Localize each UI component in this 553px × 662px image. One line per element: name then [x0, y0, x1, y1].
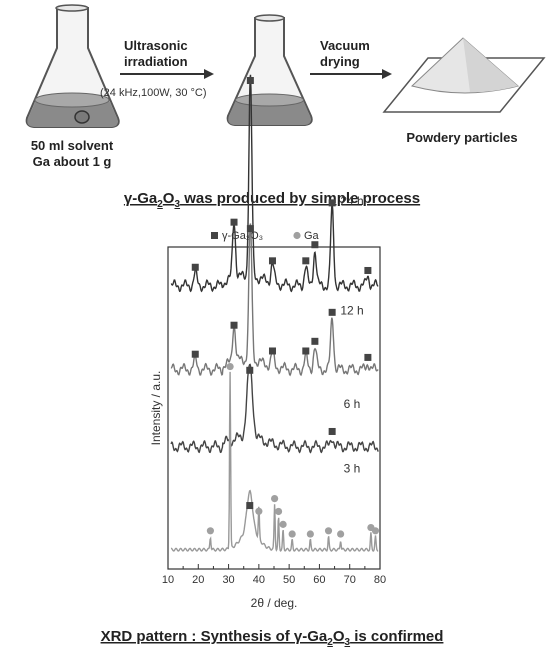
x-tick-label: 60	[313, 574, 325, 586]
ga-marker	[279, 520, 287, 528]
gallium-drop-icon	[74, 110, 90, 124]
step2-label: Vacuum	[320, 38, 370, 53]
legend-ga-marker	[293, 231, 301, 240]
legend-ga-label: Ga	[304, 230, 320, 242]
caption-top-sub2: 3	[174, 199, 180, 210]
powder-pile-icon	[382, 37, 546, 113]
legend-gamma-marker	[211, 232, 218, 239]
step2-label-line2: drying	[320, 54, 360, 69]
xrd-series-line	[170, 371, 379, 552]
series-label: 3 h	[344, 461, 361, 475]
gamma-ga2o3-marker	[246, 225, 254, 233]
ga-marker	[306, 530, 314, 538]
caption-top-mid: O	[163, 190, 175, 207]
gamma-ga2o3-marker	[230, 218, 238, 226]
step1-label: Ultrasonic	[124, 38, 188, 53]
ga-marker	[226, 362, 234, 371]
gamma-ga2o3-marker	[302, 257, 310, 265]
flask-icon	[25, 4, 120, 128]
gamma-ga2o3-marker	[191, 263, 199, 271]
gamma-ga2o3-marker	[230, 321, 238, 329]
caption-bottom-sub1: 2	[327, 637, 333, 648]
gamma-ga2o3-marker	[328, 308, 336, 316]
xrd-series-line	[170, 223, 379, 377]
flask-icon-2	[226, 14, 313, 126]
series-label: 24 h	[340, 194, 363, 208]
ga-marker	[274, 507, 283, 516]
gamma-ga2o3-marker	[268, 347, 276, 355]
caption-bottom-mid: O	[333, 628, 345, 645]
ga-marker	[288, 530, 296, 538]
x-tick-label: 80	[374, 574, 386, 586]
ga-marker	[206, 527, 214, 535]
ga-marker	[255, 507, 263, 515]
gamma-ga2o3-marker	[302, 347, 310, 355]
gamma-ga2o3-marker	[364, 266, 372, 274]
caption-bottom-suffix: is confirmed	[350, 628, 443, 645]
gamma-ga2o3-marker	[328, 199, 336, 207]
gamma-ga2o3-marker	[246, 366, 254, 374]
gamma-ga2o3-marker	[246, 502, 254, 510]
series-label: 6 h	[344, 397, 361, 411]
gamma-ga2o3-marker	[191, 350, 199, 358]
step1-conditions: (24 kHz,100W, 30 °C)	[100, 87, 207, 99]
gamma-ga2o3-marker	[311, 241, 319, 249]
chart-legend: γ-Ga₂O₃ Ga	[211, 230, 320, 242]
caption-top-prefix: γ-Ga	[124, 190, 158, 207]
caption-bottom-prefix: XRD pattern : Synthesis of γ-Ga	[101, 628, 328, 645]
gamma-ga2o3-marker	[246, 77, 254, 84]
xrd-series-line	[170, 74, 379, 293]
xrd-series-line	[170, 363, 379, 454]
gamma-ga2o3-marker	[328, 427, 336, 435]
x-tick-label: 10	[162, 574, 174, 586]
caption-bottom-sub2: 3	[345, 637, 351, 648]
x-tick-label: 50	[283, 574, 295, 586]
caption-top: γ-Ga2O3 was produced by simple process	[124, 190, 420, 210]
x-tick-label: 20	[192, 574, 204, 586]
arrow-right-icon	[120, 69, 214, 79]
ga-marker	[371, 527, 380, 535]
gamma-ga2o3-marker	[268, 257, 276, 265]
caption-top-sub1: 2	[157, 199, 163, 210]
gamma-ga2o3-marker	[364, 353, 372, 361]
caption-bottom: XRD pattern : Synthesis of γ-Ga2O3 is co…	[101, 628, 444, 648]
xrd-chart: γ-Ga₂O₃ Ga 10 20 30 40 50 60 70 80 24 h 12 h 6 h 3…	[149, 74, 386, 610]
ga-marker	[271, 495, 279, 503]
ga-marker	[324, 527, 333, 535]
x-tick-label: 40	[253, 574, 265, 586]
series-label: 12 h	[340, 304, 363, 318]
y-axis-label: Intensity / a.u.	[149, 371, 163, 446]
x-tick-label: 30	[222, 574, 234, 586]
output-label: Powdery particles	[406, 130, 517, 145]
gamma-ga2o3-marker	[311, 337, 319, 345]
input-line-2: Ga about 1 g	[33, 154, 112, 169]
x-axis-label: 2θ / deg.	[251, 596, 298, 610]
input-line-1: 50 ml solvent	[31, 138, 114, 153]
ga-marker	[337, 530, 345, 538]
arrow-right-icon-2	[310, 69, 392, 79]
x-tick-label: 70	[344, 574, 356, 586]
legend-gamma-label: γ-Ga₂O₃	[222, 230, 263, 242]
caption-top-suffix: was produced by simple process	[180, 190, 420, 207]
step1-label-line2: irradiation	[124, 54, 188, 69]
